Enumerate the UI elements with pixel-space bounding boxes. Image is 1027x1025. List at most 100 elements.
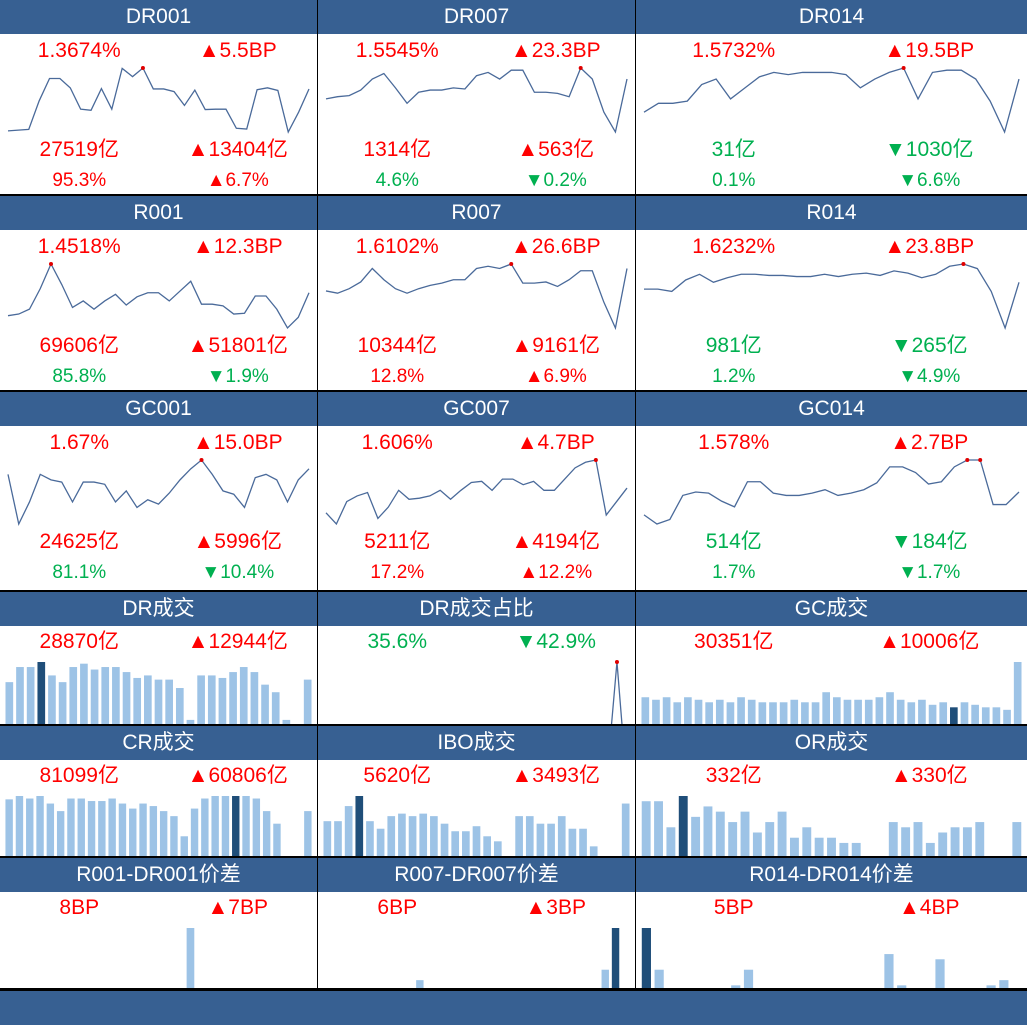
bar <box>175 688 184 724</box>
panel-gc001: GC001 1.67% ▲15.0BP 24625亿 ▲5996亿 81.1% ▼10.4% <box>0 392 318 590</box>
bar <box>731 985 741 988</box>
bar <box>779 702 788 724</box>
panel-title: DR014 <box>636 0 1027 34</box>
bar <box>888 822 898 856</box>
bar <box>728 822 738 856</box>
bar <box>273 823 281 856</box>
bar <box>36 796 44 856</box>
bar <box>547 823 555 856</box>
bar <box>822 692 831 724</box>
share-value: 81.1% <box>52 562 107 583</box>
panel-title: R007-DR007价差 <box>318 858 635 892</box>
volume-line: 31亿 ▼1030亿 <box>636 136 1027 164</box>
bar-current <box>611 928 620 988</box>
share-value: 1.2% <box>712 366 756 387</box>
rate-sparkline <box>7 262 310 330</box>
bar <box>26 667 35 724</box>
bar <box>557 816 566 856</box>
panel-dr014: DR014 1.5732% ▲19.5BP 31亿 ▼1030亿 0.1% ▼6.6% <box>636 0 1027 194</box>
panel-body: 1.578% ▲2.7BP 514亿 ▼184亿 1.7% ▼1.7% <box>636 426 1027 590</box>
bar <box>897 985 907 988</box>
value-line: 6BP ▲3BP <box>318 894 635 922</box>
rate-sparkline <box>325 458 628 526</box>
bar <box>992 707 1001 724</box>
bar <box>197 675 205 724</box>
bar <box>913 822 923 856</box>
dashboard-row: DR成交 28870亿 ▲12944亿 DR成交占比 35.6% ▼42.9% GC成交 30… <box>0 592 1027 726</box>
bar <box>884 954 894 988</box>
bar-chart <box>416 928 620 988</box>
share-change: ▼1.9% <box>206 366 269 387</box>
rate-value: 1.578% <box>698 431 770 454</box>
bar <box>715 699 724 724</box>
bar <box>207 675 216 724</box>
bar-chart <box>641 928 1009 988</box>
panel-gc014: GC014 1.578% ▲2.7BP 514亿 ▼184亿 1.7% ▼1.7% <box>636 392 1027 590</box>
panel-body: 1.6102% ▲26.6BP 10344亿 ▲9161亿 12.8% ▲6.9% <box>318 230 635 390</box>
current-value: 5BP <box>713 896 754 919</box>
max-point-marker <box>978 458 983 462</box>
panel-title: GC014 <box>636 392 1027 426</box>
share-change: ▼10.4% <box>201 562 275 583</box>
bar-current <box>355 796 364 856</box>
bar <box>684 697 692 724</box>
bar <box>408 816 417 856</box>
bar <box>740 811 750 856</box>
share-change: ▼6.6% <box>898 170 961 191</box>
rate-sparkline <box>7 66 310 134</box>
rate-line: 1.5545% ▲23.3BP <box>318 37 635 65</box>
volume-value: 10344亿 <box>357 334 437 357</box>
bar <box>654 969 664 988</box>
bar <box>832 697 841 724</box>
rate-change: ▲19.5BP <box>884 39 975 62</box>
panel-title: DR001 <box>0 0 317 34</box>
value-line: 28870亿 ▲12944亿 <box>0 628 317 656</box>
bar <box>98 801 106 856</box>
bar <box>108 798 116 856</box>
bar <box>416 980 424 988</box>
bar <box>864 699 873 724</box>
volume-line: 69606亿 ▲51801亿 <box>0 332 317 360</box>
current-value: 5620亿 <box>363 764 432 787</box>
rate-value: 1.3674% <box>37 39 121 62</box>
bar-chart <box>186 928 195 988</box>
rate-value: 1.606% <box>361 431 433 454</box>
volume-line: 1314亿 ▲563亿 <box>318 136 635 164</box>
rate-sparkline <box>325 262 628 330</box>
share-value: 1.7% <box>712 562 756 583</box>
panel-title: R007 <box>318 196 635 230</box>
bar <box>536 823 545 856</box>
bar <box>654 801 663 856</box>
volume-line: 981亿 ▼265亿 <box>636 332 1027 360</box>
panel-gc-: GC成交 30351亿 ▲10006亿 <box>636 592 1027 724</box>
rate-change: ▲23.8BP <box>884 235 975 258</box>
max-point-marker <box>509 262 514 266</box>
bar <box>186 928 195 988</box>
value-change: ▲12944亿 <box>187 630 288 653</box>
max-point-marker <box>901 66 906 70</box>
bar <box>190 808 199 856</box>
bar <box>462 831 470 856</box>
bar <box>451 831 460 856</box>
series-line <box>643 67 1020 134</box>
bar <box>737 697 745 724</box>
rate-value: 1.6102% <box>355 235 439 258</box>
bar <box>154 679 163 724</box>
panel-body: 81099亿 ▲60806亿 <box>0 760 317 856</box>
panel-body: 1.606% ▲4.7BP 5211亿 ▲4194亿 17.2% ▲12.2% <box>318 426 635 590</box>
bar <box>705 702 713 724</box>
panel-body: 35.6% ▼42.9% <box>318 626 635 724</box>
bar <box>939 702 948 724</box>
current-value: 28870亿 <box>39 630 119 653</box>
share-value: 17.2% <box>370 562 425 583</box>
panel-r001-dr001-: R001-DR001价差 8BP ▲7BP <box>0 858 318 988</box>
bar <box>777 811 787 856</box>
bar <box>579 828 587 856</box>
bar <box>752 832 762 856</box>
bar <box>67 798 75 856</box>
panel-body: 1.6232% ▲23.8BP 981亿 ▼265亿 1.2% ▼4.9% <box>636 230 1027 390</box>
series-line <box>7 262 310 330</box>
bar-current <box>678 796 688 856</box>
rate-sparkline <box>644 262 1020 330</box>
line-chart <box>610 660 623 724</box>
